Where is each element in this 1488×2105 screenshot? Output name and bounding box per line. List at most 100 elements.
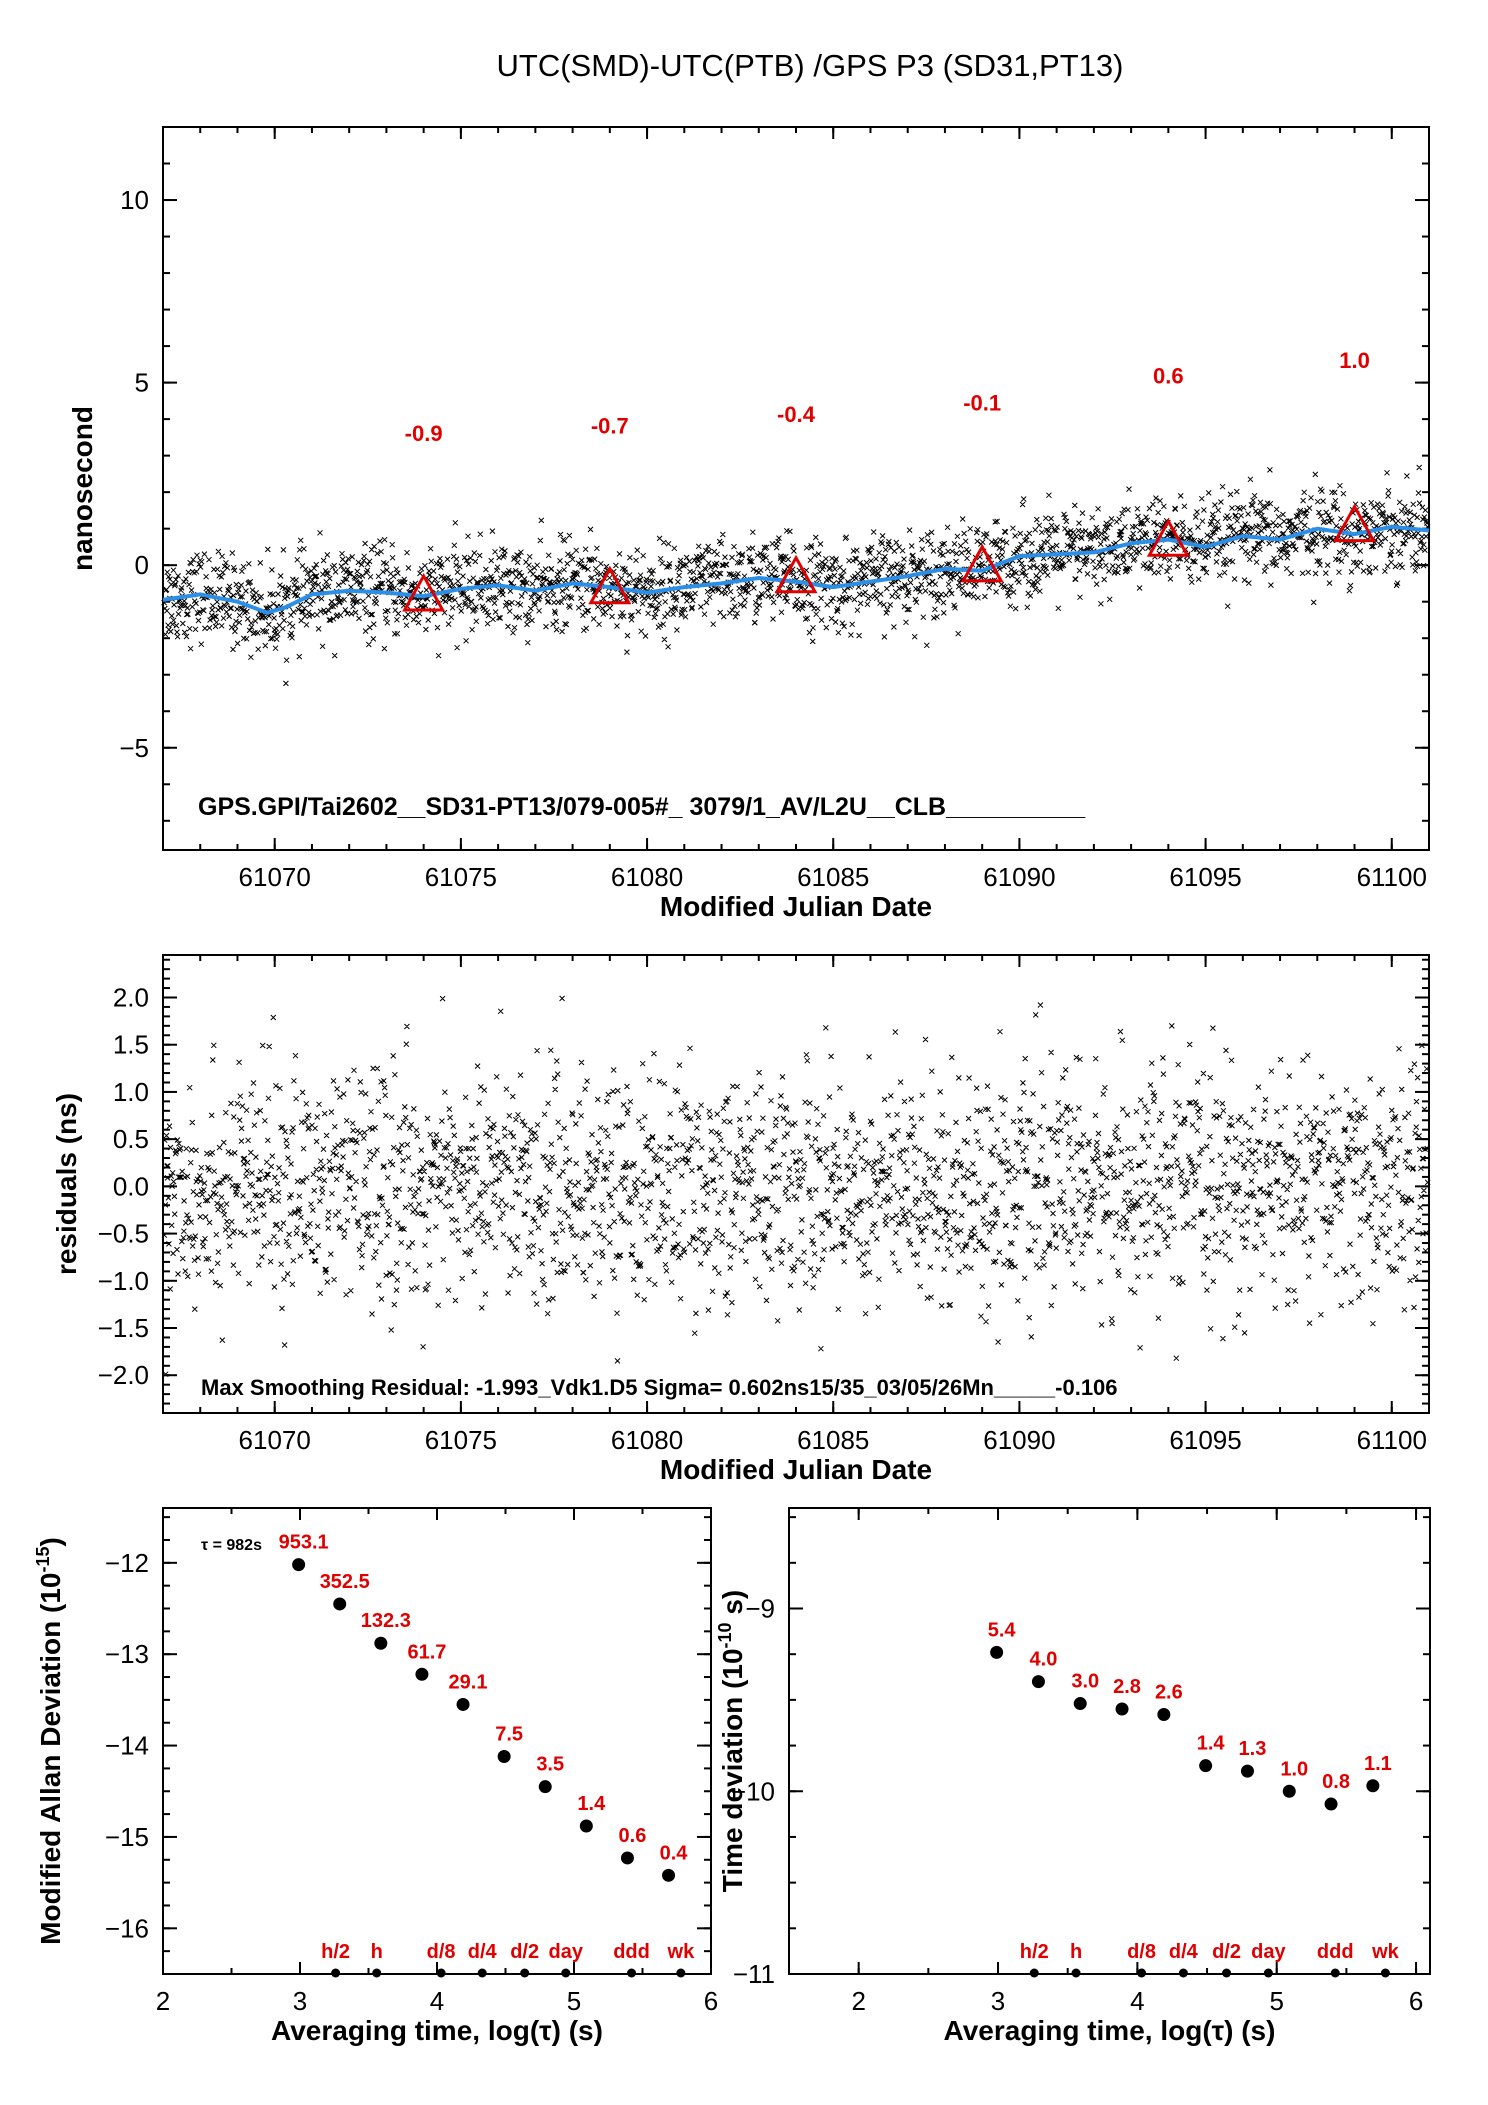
deviation-value-label: 1.3 (1239, 1738, 1267, 1760)
deviation-point (538, 1780, 552, 1794)
x-tick-label: 4 (430, 1986, 444, 2016)
deviation-value-label: 7.5 (495, 1724, 523, 1746)
x-tick-label: 4 (1130, 1986, 1144, 2016)
y-tick-label: −15 (105, 1822, 149, 1852)
triangle-marker (588, 565, 632, 605)
main-timeseries-plot: 61070 61075 61080 61085 61090 61095 61100 −5 0 5 1… (67, 126, 1431, 922)
y-tick-label: 0.5 (113, 1124, 149, 1154)
deviation-point (497, 1750, 511, 1764)
averaging-marker-dot (436, 1968, 446, 1978)
y-tick-label: −1.0 (98, 1266, 149, 1296)
deviation-point (620, 1851, 634, 1865)
averaging-marker-dot (1178, 1968, 1188, 1978)
averaging-marker-label: day (549, 1941, 584, 1963)
y-tick-label: 0 (135, 550, 149, 580)
deviation-value-label: 2.6 (1155, 1682, 1183, 1704)
averaging-marker-dot (1263, 1968, 1273, 1978)
deviation-value-label: 0.8 (1322, 1771, 1350, 1793)
averaging-marker-label: wk (667, 1941, 696, 1963)
plot-frame (788, 1507, 1431, 1975)
deviation-point (1366, 1779, 1380, 1793)
deviation-value-label: 0.4 (660, 1842, 689, 1864)
averaging-marker-dot (676, 1968, 686, 1978)
x-tick-label: 61085 (797, 1425, 869, 1455)
averaging-marker-dot (1071, 1968, 1081, 1978)
deviation-point (1157, 1708, 1171, 1722)
y-tick-label: −9 (745, 1594, 775, 1624)
averaging-marker-label: day (1251, 1941, 1286, 1963)
info-text: GPS.GPI/Tai2602__SD31-PT13/079-005#_ 307… (198, 793, 1086, 821)
triangle-marker (402, 572, 446, 612)
modified-allan-deviation-plot: 2 3 4 5 6 −16 −15 −14 −13 −12 Averaging time, log(… (33, 1507, 718, 2046)
y-tick-label: −10 (731, 1776, 775, 1806)
averaging-marker-label: d/4 (468, 1941, 498, 1963)
y-tick-label: −16 (105, 1913, 149, 1943)
averaging-marker-dot (372, 1968, 382, 1978)
triangle-value-label: -0.9 (405, 421, 443, 446)
y-tick-label: −0.5 (98, 1219, 149, 1249)
deviation-point (374, 1636, 388, 1650)
y-tick-label: 2.0 (113, 982, 149, 1012)
averaging-marker-label: d/8 (1127, 1941, 1156, 1963)
averaging-marker-dot (1380, 1968, 1390, 1978)
deviation-point (1199, 1759, 1213, 1773)
averaging-marker-dot (520, 1968, 530, 1978)
x-tick-label: 61085 (797, 862, 869, 892)
x-axis-label: Averaging time, log(τ) (s) (944, 2015, 1276, 2046)
averaging-marker-label: d/2 (510, 1941, 539, 1963)
averaging-marker-dot (331, 1968, 341, 1978)
deviation-point (333, 1597, 347, 1611)
x-tick-label: 61070 (239, 862, 311, 892)
deviation-value-label: 0.6 (619, 1825, 647, 1847)
y-tick-label: −14 (105, 1731, 149, 1761)
deviation-point (1115, 1702, 1129, 1716)
y-tick-label: −12 (105, 1548, 149, 1578)
averaging-marker-dot (1137, 1968, 1147, 1978)
deviation-point (579, 1819, 593, 1833)
x-tick-label: 6 (1409, 1986, 1423, 2016)
triangle-value-label: -0.7 (591, 413, 629, 438)
x-axis-label: Modified Julian Date (660, 891, 932, 922)
x-tick-label: 61095 (1169, 862, 1241, 892)
x-axis-label: Modified Julian Date (660, 1454, 932, 1485)
averaging-marker-label: h (1070, 1941, 1082, 1963)
info-text: Max Smoothing Residual: -1.993_Vdk1.D5 S… (201, 1375, 1118, 1400)
y-axis-label: Modified Allan Deviation (10-15) (33, 1537, 66, 1945)
triangle-value-label: -0.1 (963, 390, 1001, 415)
x-tick-label: 61080 (611, 1425, 683, 1455)
deviation-value-label: 2.8 (1113, 1676, 1141, 1698)
triangle-value-label: 1.0 (1339, 348, 1370, 373)
averaging-marker-label: d/8 (427, 1941, 456, 1963)
averaging-marker-label: h (371, 1941, 383, 1963)
triangle-marker (774, 554, 818, 594)
y-tick-label: −2.0 (98, 1360, 149, 1390)
deviation-value-label: 5.4 (988, 1619, 1017, 1641)
averaging-marker-label: ddd (613, 1941, 650, 1963)
x-tick-label: 61075 (425, 862, 497, 892)
x-tick-label: 3 (293, 1986, 307, 2016)
smoothing-curve (162, 524, 1430, 615)
deviation-value-label: 4.0 (1030, 1649, 1058, 1671)
y-tick-label: −1.5 (98, 1313, 149, 1343)
deviation-value-label: 1.4 (577, 1793, 606, 1815)
deviation-value-label: 3.0 (1071, 1671, 1099, 1693)
data-points (161, 995, 1431, 1378)
x-tick-label: 61080 (611, 862, 683, 892)
deviation-value-label: 953.1 (279, 1532, 329, 1554)
plot-frame (162, 1507, 712, 1975)
y-tick-label: −11 (733, 1959, 775, 1989)
x-tick-label: 61100 (1357, 862, 1427, 892)
y-axis-label: nanosecond (67, 406, 98, 571)
y-tick-label: 1.5 (113, 1030, 149, 1060)
x-tick-label: 61090 (983, 1425, 1055, 1455)
deviation-point (1282, 1784, 1296, 1798)
x-tick-label: 5 (567, 1986, 581, 2016)
deviation-value-label: 132.3 (361, 1610, 411, 1632)
time-deviation-plot: 2 3 4 5 6 −11 −10 −9 Averaging time, log(τ) (s) T… (715, 1507, 1431, 2046)
deviation-value-label: 61.7 (407, 1641, 446, 1663)
averaging-marker-dot (1330, 1968, 1340, 1978)
averaging-marker-dot (627, 1968, 637, 1978)
x-tick-label: 2 (156, 1986, 170, 2016)
averaging-marker-label: d/2 (1212, 1941, 1241, 1963)
triangle-value-label: -0.4 (777, 402, 816, 427)
